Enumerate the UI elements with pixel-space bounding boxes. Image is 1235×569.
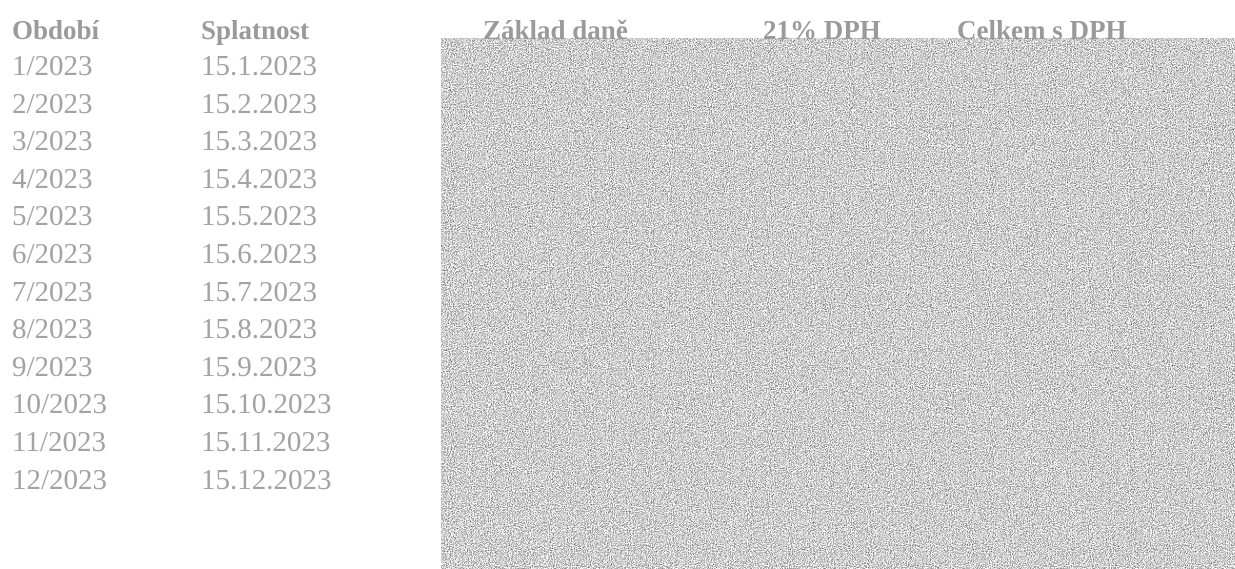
period-cell: 7/2023 bbox=[12, 275, 93, 308]
table-row: 4/2023 15.4.2023 bbox=[0, 161, 440, 199]
table-row: 2/2023 15.2.2023 bbox=[0, 86, 440, 124]
noise-pattern bbox=[441, 38, 1235, 569]
redacted-noise-area bbox=[441, 38, 1235, 569]
due-date-cell: 15.8.2023 bbox=[201, 313, 317, 346]
due-date-cell: 15.1.2023 bbox=[201, 50, 317, 82]
period-cell: 3/2023 bbox=[12, 125, 93, 158]
table-row: 9/2023 15.9.2023 bbox=[0, 349, 440, 387]
period-cell: 8/2023 bbox=[12, 313, 93, 346]
table-row: 6/2023 15.6.2023 bbox=[0, 236, 440, 274]
period-cell: 9/2023 bbox=[12, 350, 93, 383]
due-date-cell: 15.7.2023 bbox=[201, 275, 317, 308]
column-header-total: Celkem s DPH bbox=[957, 15, 1127, 45]
period-cell: 1/2023 bbox=[12, 50, 93, 82]
due-date-cell: 15.3.2023 bbox=[201, 125, 317, 158]
column-header-tax-base: Základ daně bbox=[483, 15, 628, 45]
table-row: 3/2023 15.3.2023 bbox=[0, 123, 440, 161]
period-cell: 11/2023 bbox=[12, 425, 106, 458]
column-header-period: Období bbox=[12, 15, 100, 45]
column-header-due-date: Splatnost bbox=[201, 15, 310, 45]
payment-schedule-rows: 1/2023 15.1.2023 2/2023 15.2.2023 3/2023… bbox=[0, 48, 440, 499]
period-cell: 5/2023 bbox=[12, 200, 93, 233]
column-header-vat: 21% DPH bbox=[763, 15, 881, 45]
due-date-cell: 15.6.2023 bbox=[201, 237, 317, 270]
table-row: 5/2023 15.5.2023 bbox=[0, 198, 440, 236]
table-row: 8/2023 15.8.2023 bbox=[0, 311, 440, 349]
period-cell: 2/2023 bbox=[12, 87, 93, 120]
period-cell: 10/2023 bbox=[12, 388, 108, 421]
due-date-cell: 15.11.2023 bbox=[201, 425, 331, 458]
due-date-cell: 15.5.2023 bbox=[201, 200, 317, 233]
table-row: 7/2023 15.7.2023 bbox=[0, 274, 440, 312]
due-date-cell: 15.4.2023 bbox=[201, 162, 317, 195]
due-date-cell: 15.12.2023 bbox=[201, 463, 332, 496]
period-cell: 6/2023 bbox=[12, 237, 93, 270]
due-date-cell: 15.9.2023 bbox=[201, 350, 317, 383]
table-row: 12/2023 15.12.2023 bbox=[0, 462, 440, 500]
due-date-cell: 15.10.2023 bbox=[201, 388, 332, 421]
due-date-cell: 15.2.2023 bbox=[201, 87, 317, 120]
table-row: 1/2023 15.1.2023 bbox=[0, 48, 440, 86]
table-row: 10/2023 15.10.2023 bbox=[0, 386, 440, 424]
period-cell: 12/2023 bbox=[12, 463, 108, 496]
period-cell: 4/2023 bbox=[12, 162, 93, 195]
table-row: 11/2023 15.11.2023 bbox=[0, 424, 440, 462]
